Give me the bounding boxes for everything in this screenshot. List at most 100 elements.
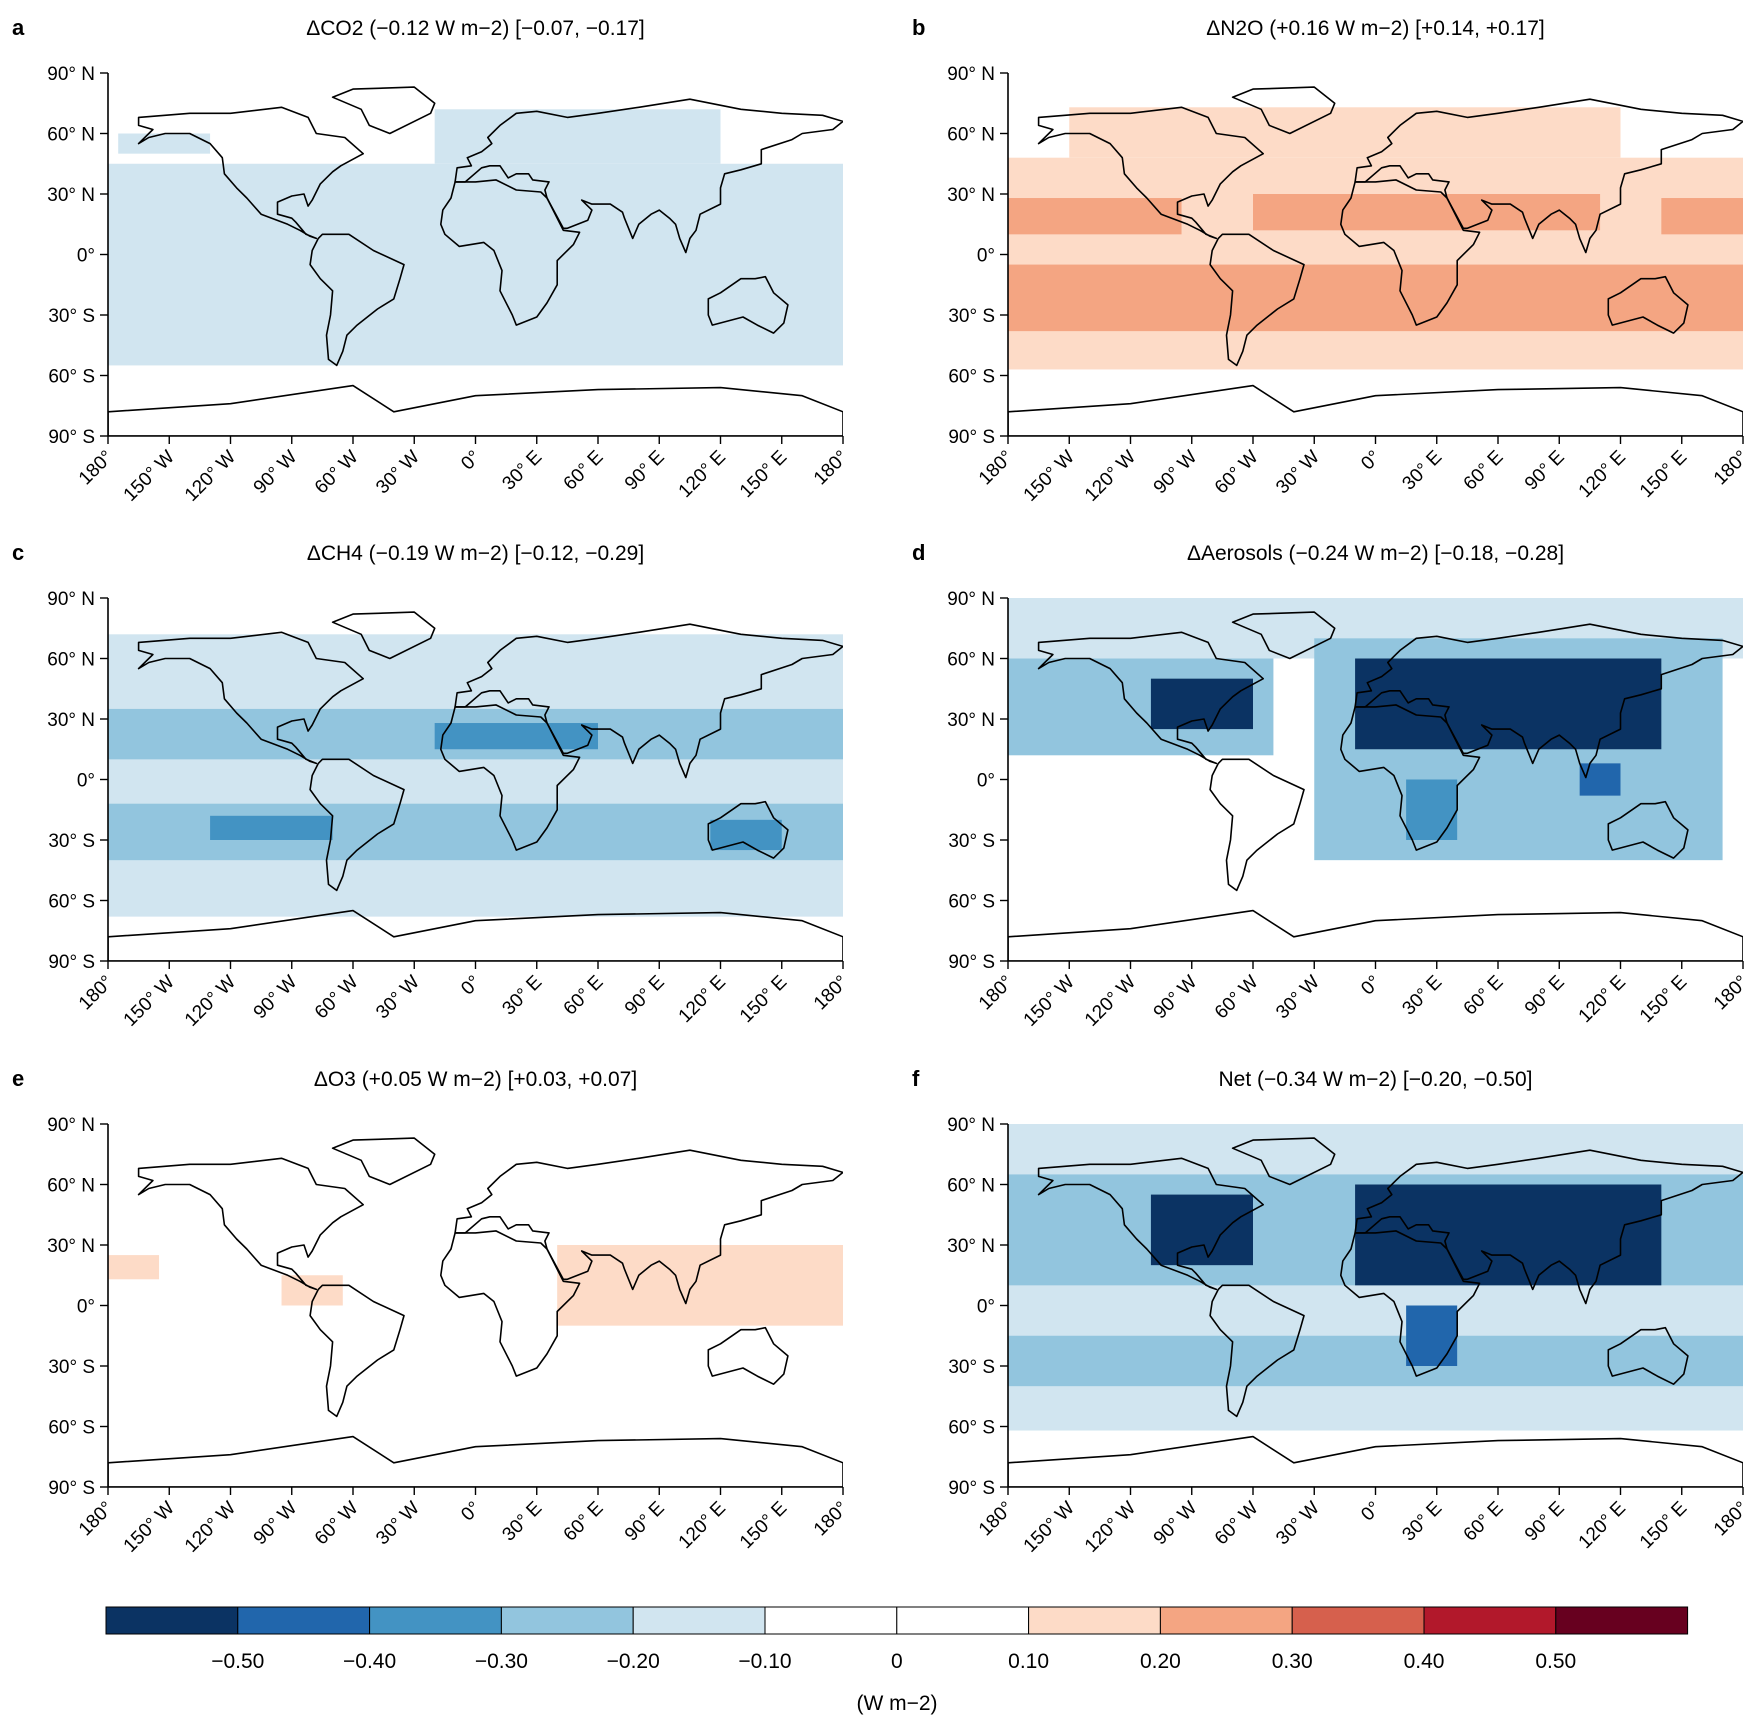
coastline-f-4 [1231, 1137, 1336, 1186]
lon-label-c-8: 60° E [560, 972, 608, 1020]
lat-label-f-4: 30° S [948, 1357, 995, 1378]
lon-label-a-8: 60° E [560, 447, 608, 495]
lon-label-c-1: 150° W [120, 972, 179, 1031]
lat-label-e-1: 60° N [47, 1176, 95, 1197]
forcing-region-d-4 [1355, 658, 1662, 750]
lat-label-b-4: 30° S [948, 306, 995, 327]
forcing-region-d-3 [1150, 678, 1253, 730]
lat-label-a-2: 30° N [47, 185, 95, 206]
lat-label-f-6: 90° S [948, 1478, 995, 1499]
coastline-e-6 [108, 1435, 843, 1487]
lon-label-d-11: 150° E [1636, 972, 1691, 1027]
colorbar-swatch-9 [1291, 1606, 1425, 1635]
coastlines-b [1008, 86, 1743, 436]
lon-label-b-9: 90° E [1521, 447, 1569, 495]
colorbar-swatch-2 [369, 1606, 502, 1635]
coastline-e-0 [137, 1157, 365, 1291]
lon-label-e-1: 150° W [120, 1498, 179, 1557]
map-panel-a: a ΔCO2 (−0.12 W m−2) [−0.07, −0.17] 90° N 6… [12, 15, 853, 506]
coastline-e-4 [331, 1137, 436, 1186]
coastline-c-4 [331, 611, 436, 660]
lon-label-f-4: 60° W [1211, 1498, 1263, 1550]
lon-label-f-3: 90° W [1150, 1498, 1202, 1550]
lat-label-c-3: 0° [77, 771, 95, 792]
lon-label-f-12: 180° [1710, 1498, 1753, 1541]
lon-label-c-9: 90° E [621, 972, 669, 1020]
coastline-f-5 [1607, 1326, 1689, 1385]
forcing-field-b [1008, 107, 1743, 370]
forcing-region-d-5 [1579, 763, 1621, 796]
lon-label-c-10: 120° E [675, 972, 730, 1027]
coastline-a-5 [707, 275, 789, 334]
lon-label-f-6: 0° [1357, 1498, 1385, 1526]
colorbar-swatch-3 [500, 1606, 634, 1635]
coastline-d-0 [1037, 631, 1264, 765]
lon-label-a-0: 180° [75, 447, 118, 490]
lat-label-a-3: 0° [77, 246, 95, 267]
lon-label-f-8: 60° E [1460, 1498, 1508, 1546]
colorbar-label-5: 0 [891, 1650, 903, 1673]
forcing-region-a-1 [434, 109, 721, 164]
forcing-region-b-0 [1008, 157, 1743, 370]
colorbar-swatch-0 [105, 1606, 239, 1635]
lat-label-e-5: 60° S [48, 1418, 95, 1439]
lon-label-e-10: 120° E [675, 1498, 730, 1553]
lon-label-d-3: 90° W [1150, 972, 1202, 1024]
map-panel-f: f Net (−0.34 W m−2) [−0.20, −0.50] 90° N 60… [912, 1066, 1753, 1557]
coastline-d-3 [1354, 623, 1743, 779]
lat-label-b-3: 0° [977, 246, 995, 267]
panel-title-a: ΔCO2 (−0.12 W m−2) [−0.07, −0.17] [306, 17, 645, 40]
lon-label-a-9: 90° E [621, 447, 669, 495]
lat-label-a-5: 60° S [48, 367, 95, 388]
colorbar-label-1: −0.40 [343, 1650, 396, 1673]
colorbar-label-3: −0.20 [607, 1650, 660, 1673]
lat-label-e-3: 0° [77, 1297, 95, 1318]
coastline-d-1 [1209, 758, 1305, 892]
coastline-c-2 [439, 704, 581, 851]
coastlines-f [1008, 1137, 1743, 1487]
forcing-region-a-2 [118, 133, 211, 154]
forcing-field-f [1008, 1124, 1743, 1431]
lon-label-e-8: 60° E [560, 1498, 608, 1546]
lon-label-d-6: 0° [1357, 972, 1385, 1000]
panel-letter-d: d [912, 540, 925, 565]
colorbar-label-7: 0.20 [1140, 1650, 1181, 1673]
forcing-region-f-5 [1406, 1305, 1458, 1366]
forcing-field-e [108, 1245, 843, 1326]
coastline-c-0 [137, 631, 365, 765]
lat-label-e-2: 30° N [47, 1236, 95, 1257]
forcing-region-b-4 [1661, 198, 1743, 235]
forcing-region-d-6 [1406, 779, 1458, 840]
lon-label-e-3: 90° W [250, 1498, 302, 1550]
coastline-c-1 [309, 758, 405, 892]
map-panel-b: b ΔN2O (+0.16 W m−2) [+0.14, +0.17] 90° N 6… [912, 15, 1753, 506]
coastline-f-6 [1008, 1435, 1743, 1487]
coastline-b-0 [1037, 106, 1264, 240]
forcing-region-b-5 [1008, 264, 1743, 332]
coastline-a-0 [137, 106, 365, 240]
lon-label-b-7: 30° E [1398, 447, 1446, 495]
coastline-e-3 [454, 1149, 843, 1305]
panel-letter-c: c [12, 540, 24, 565]
panel-title-b: ΔN2O (+0.16 W m−2) [+0.14, +0.17] [1206, 17, 1545, 40]
forcing-region-e-2 [557, 1245, 843, 1326]
lon-label-c-3: 90° W [250, 972, 302, 1024]
coastline-f-1 [1209, 1284, 1305, 1418]
colorbar: −0.50 −0.40 −0.30 −0.20 −0.10 0 0.10 0.20 0.30 0.… [105, 1606, 1689, 1715]
colorbar-swatch-1 [237, 1606, 371, 1635]
lon-label-d-8: 60° E [1460, 972, 1508, 1020]
forcing-region-b-3 [1253, 194, 1601, 231]
lat-label-c-2: 30° N [47, 710, 95, 731]
coastlines-e [108, 1137, 843, 1487]
forcing-region-c-0 [108, 634, 843, 917]
lon-label-e-7: 30° E [498, 1498, 546, 1546]
forcing-region-b-1 [1069, 107, 1621, 158]
coastline-d-2 [1340, 704, 1481, 851]
lon-label-a-1: 150° W [120, 447, 179, 506]
lon-label-c-2: 120° W [181, 972, 240, 1031]
lat-label-c-4: 30° S [48, 831, 95, 852]
lat-label-e-6: 90° S [48, 1478, 95, 1499]
lat-label-f-5: 60° S [948, 1418, 995, 1439]
lat-label-f-0: 90° N [947, 1115, 995, 1136]
lon-label-c-7: 30° E [498, 972, 546, 1020]
